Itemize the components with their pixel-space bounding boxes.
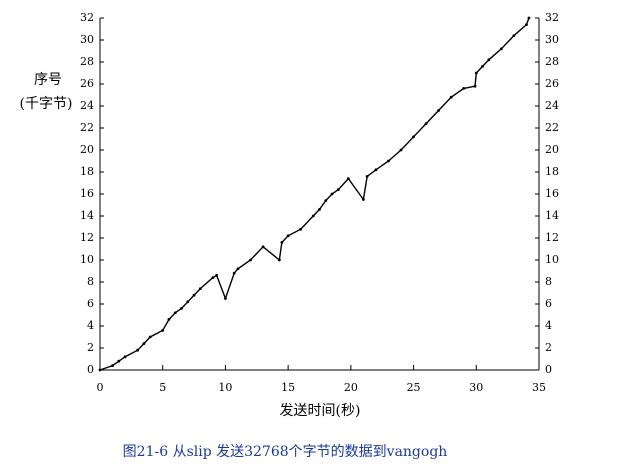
data-point — [192, 293, 196, 297]
data-point — [186, 300, 190, 304]
y-tick-label: 10 — [80, 253, 94, 266]
data-point — [424, 122, 428, 125]
x-tick-label: 20 — [344, 381, 358, 394]
data-point — [324, 199, 328, 203]
data-point — [280, 241, 284, 244]
y-tick-label: 26 — [80, 77, 94, 90]
data-point — [161, 329, 165, 332]
y-tick-label: 24 — [80, 99, 94, 112]
data-point — [123, 355, 127, 359]
data-point — [198, 287, 202, 290]
data-point — [346, 177, 350, 181]
x-tick-label: 35 — [532, 381, 546, 394]
data-point — [224, 297, 227, 300]
y2-tick-label: 16 — [545, 187, 559, 200]
data-point — [277, 258, 281, 262]
data-point — [412, 135, 415, 139]
y2-tick-label: 10 — [545, 253, 559, 266]
y-tick-label: 22 — [80, 121, 94, 134]
data-point — [473, 84, 477, 88]
y-tick-label: 20 — [80, 143, 94, 156]
data-point — [474, 71, 478, 75]
y-axis-unit: (千字节) — [20, 96, 73, 112]
y2-tick-label: 6 — [545, 297, 552, 310]
y-tick-label: 12 — [80, 231, 94, 244]
data-point — [330, 192, 334, 196]
x-tick-label: 15 — [281, 381, 295, 394]
x-tick-label: 30 — [469, 381, 483, 394]
y-tick-label: 14 — [80, 209, 94, 222]
data-point — [362, 198, 365, 201]
data-point — [98, 368, 102, 372]
data-point — [299, 227, 303, 231]
y-tick-label: 18 — [80, 165, 94, 178]
data-point — [487, 58, 491, 62]
data-point — [167, 318, 171, 321]
y-tick-label: 28 — [80, 55, 94, 68]
x-tick-label: 5 — [159, 381, 166, 394]
data-point — [365, 175, 369, 178]
data-point — [249, 258, 252, 262]
y2-tick-label: 18 — [545, 165, 559, 178]
data-point — [374, 168, 378, 172]
data-point — [117, 359, 121, 363]
y-axis-label: 序号 — [34, 72, 62, 88]
data-point — [211, 276, 215, 279]
data-point — [142, 342, 146, 345]
data-point — [111, 364, 114, 367]
data-point — [437, 109, 441, 112]
y-tick-label: 2 — [87, 341, 94, 354]
x-tick-label: 0 — [97, 381, 104, 394]
y-tick-label: 16 — [80, 187, 94, 200]
data-point — [318, 208, 321, 211]
data-point — [399, 148, 403, 152]
data-point — [499, 47, 503, 51]
data-point — [387, 159, 390, 163]
data-point — [462, 87, 466, 90]
y2-tick-label: 26 — [545, 77, 559, 90]
x-tick-label: 25 — [407, 381, 421, 394]
y-tick-label: 30 — [80, 33, 94, 46]
data-point — [512, 34, 516, 37]
data-point — [286, 234, 290, 238]
data-point — [173, 311, 177, 315]
data-point — [527, 16, 531, 20]
y2-tick-label: 22 — [545, 121, 559, 134]
y-tick-label: 8 — [87, 275, 94, 288]
series-line — [99, 17, 530, 371]
data-point — [525, 23, 528, 26]
y2-tick-label: 8 — [545, 275, 552, 288]
caption: 图21-6 从slip 发送32768个字节的数据到vangogh — [123, 444, 448, 460]
data-point — [232, 271, 236, 275]
y2-tick-label: 0 — [545, 363, 552, 376]
y-tick-label: 32 — [80, 11, 94, 24]
x-tick-label: 10 — [218, 381, 232, 394]
y2-tick-label: 32 — [545, 11, 559, 24]
data-point — [215, 274, 219, 277]
data-point — [136, 348, 140, 352]
y2-tick-label: 24 — [545, 99, 559, 112]
y-tick-label: 4 — [87, 319, 94, 332]
y2-tick-label: 30 — [545, 33, 559, 46]
y2-tick-label: 4 — [545, 319, 552, 332]
y2-tick-label: 2 — [545, 341, 552, 354]
y2-tick-label: 28 — [545, 55, 559, 68]
data-point — [180, 307, 183, 310]
y2-tick-label: 20 — [545, 143, 559, 156]
data-point — [481, 65, 484, 68]
y-tick-label: 0 — [87, 363, 94, 376]
data-point — [261, 245, 265, 249]
data-point — [449, 95, 453, 99]
x-axis-label: 发送时间(秒) — [280, 403, 361, 419]
data-point — [336, 188, 340, 192]
y2-tick-label: 14 — [545, 209, 559, 222]
data-point — [311, 214, 315, 218]
y2-tick-label: 12 — [545, 231, 559, 244]
data-point — [148, 335, 152, 339]
data-point — [236, 267, 240, 271]
y-tick-label: 6 — [87, 297, 94, 310]
